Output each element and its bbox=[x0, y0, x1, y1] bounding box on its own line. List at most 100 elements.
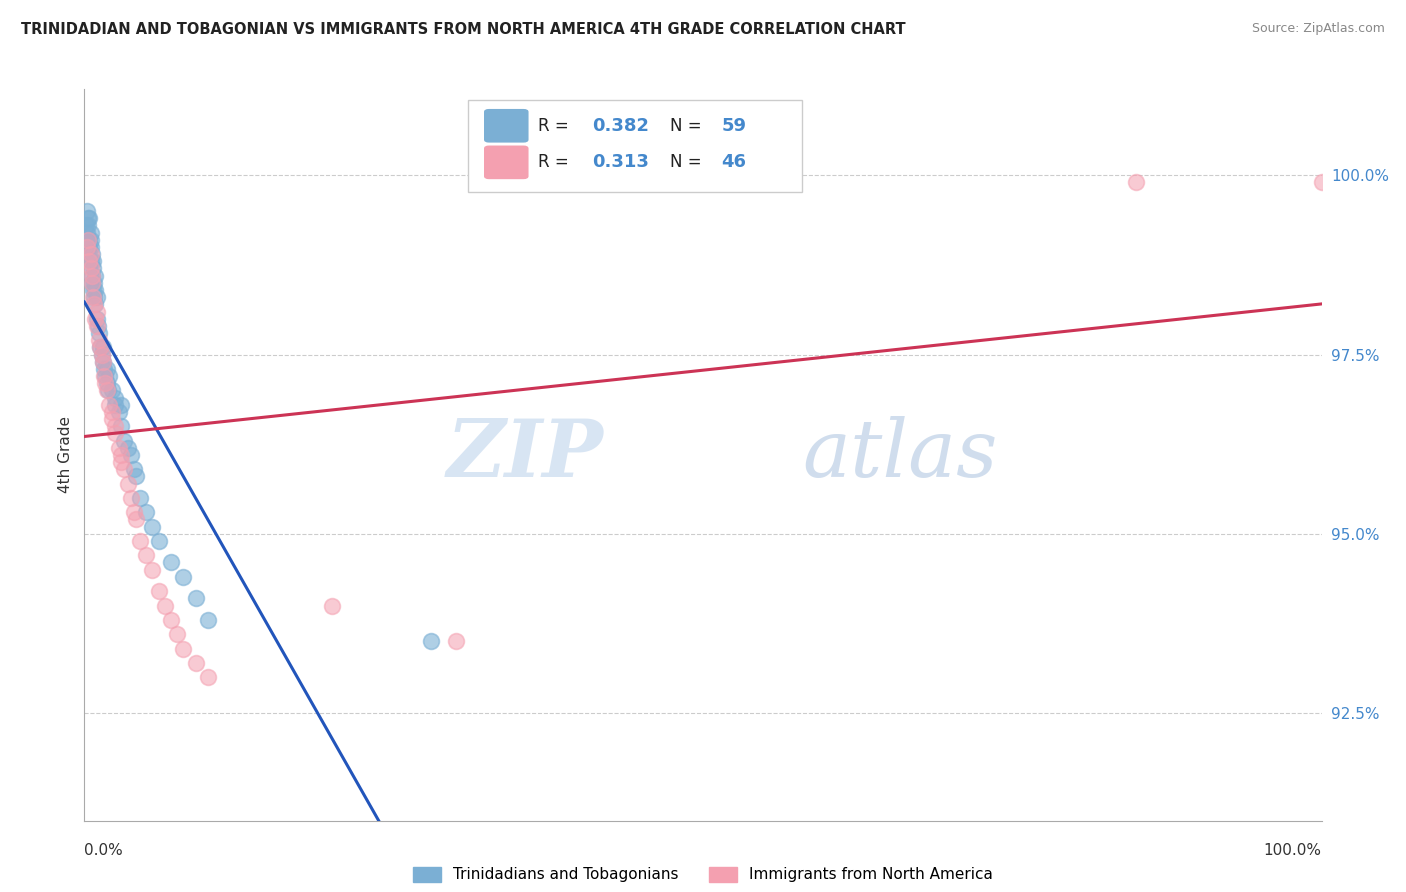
Point bbox=[117, 476, 139, 491]
Point bbox=[82, 290, 104, 304]
Point bbox=[160, 613, 183, 627]
Point bbox=[1125, 176, 1147, 190]
Point bbox=[172, 570, 194, 584]
Point bbox=[79, 247, 101, 261]
Point bbox=[82, 283, 104, 297]
Text: ZIP: ZIP bbox=[447, 417, 605, 493]
Point bbox=[98, 398, 121, 412]
Point bbox=[80, 276, 103, 290]
FancyBboxPatch shape bbox=[484, 145, 529, 179]
Point bbox=[79, 254, 101, 268]
Point bbox=[91, 340, 114, 354]
Text: 100.0%: 100.0% bbox=[1264, 843, 1322, 858]
Point bbox=[141, 519, 163, 533]
Text: TRINIDADIAN AND TOBAGONIAN VS IMMIGRANTS FROM NORTH AMERICA 4TH GRADE CORRELATIO: TRINIDADIAN AND TOBAGONIAN VS IMMIGRANTS… bbox=[21, 22, 905, 37]
Point bbox=[197, 670, 219, 684]
Text: 0.0%: 0.0% bbox=[84, 843, 124, 858]
Point bbox=[141, 563, 163, 577]
Point bbox=[83, 297, 105, 311]
Point bbox=[98, 369, 121, 384]
Point bbox=[90, 347, 112, 361]
Point bbox=[1310, 176, 1333, 190]
Point bbox=[93, 369, 115, 384]
Text: Source: ZipAtlas.com: Source: ZipAtlas.com bbox=[1251, 22, 1385, 36]
Point bbox=[135, 549, 157, 563]
Point bbox=[112, 434, 135, 448]
Point bbox=[76, 204, 98, 219]
Point bbox=[104, 391, 127, 405]
Point bbox=[84, 283, 107, 297]
Text: 46: 46 bbox=[721, 153, 747, 171]
Point bbox=[148, 584, 170, 599]
Point bbox=[76, 240, 98, 254]
Point bbox=[117, 441, 139, 455]
Point bbox=[129, 533, 152, 548]
Point bbox=[80, 276, 103, 290]
Point bbox=[89, 326, 111, 340]
Point bbox=[100, 405, 122, 419]
Point bbox=[80, 268, 103, 283]
Point bbox=[77, 233, 100, 247]
Point bbox=[86, 290, 108, 304]
FancyBboxPatch shape bbox=[468, 100, 801, 192]
Point bbox=[100, 412, 122, 426]
Point bbox=[80, 247, 103, 261]
Point bbox=[184, 591, 207, 606]
Point bbox=[97, 384, 120, 398]
Point bbox=[96, 384, 118, 398]
Point bbox=[104, 419, 127, 434]
Point bbox=[89, 333, 111, 347]
Point bbox=[197, 613, 219, 627]
Text: 0.382: 0.382 bbox=[592, 117, 648, 135]
Point bbox=[87, 318, 110, 333]
Point bbox=[86, 318, 108, 333]
Text: 0.313: 0.313 bbox=[592, 153, 648, 171]
Point bbox=[184, 656, 207, 670]
Point bbox=[110, 448, 132, 462]
Point bbox=[76, 226, 98, 240]
Point bbox=[108, 405, 131, 419]
Point bbox=[89, 340, 111, 354]
Point bbox=[86, 311, 108, 326]
Point bbox=[93, 362, 115, 376]
Point bbox=[110, 455, 132, 469]
Point bbox=[110, 398, 132, 412]
Point bbox=[120, 491, 142, 505]
Point bbox=[112, 462, 135, 476]
Point bbox=[172, 641, 194, 656]
Point bbox=[79, 233, 101, 247]
Point bbox=[77, 211, 100, 226]
Point bbox=[90, 347, 112, 361]
Point bbox=[91, 354, 114, 368]
Point bbox=[110, 419, 132, 434]
FancyBboxPatch shape bbox=[484, 109, 529, 143]
Point bbox=[79, 261, 101, 276]
Point bbox=[104, 398, 127, 412]
Point bbox=[148, 533, 170, 548]
Point bbox=[419, 634, 441, 648]
Point bbox=[75, 233, 97, 247]
Point bbox=[321, 599, 343, 613]
Text: atlas: atlas bbox=[801, 417, 997, 493]
Point bbox=[96, 362, 118, 376]
Point bbox=[83, 276, 105, 290]
Point bbox=[120, 448, 142, 462]
Point bbox=[166, 627, 188, 641]
Point bbox=[86, 304, 108, 318]
Y-axis label: 4th Grade: 4th Grade bbox=[58, 417, 73, 493]
Point bbox=[75, 219, 97, 233]
Text: R =: R = bbox=[538, 117, 569, 135]
Text: 59: 59 bbox=[721, 117, 747, 135]
Point bbox=[84, 311, 107, 326]
Point bbox=[153, 599, 176, 613]
Point bbox=[91, 354, 114, 368]
Point bbox=[125, 512, 148, 526]
Point bbox=[122, 462, 145, 476]
Point bbox=[94, 369, 117, 384]
Point bbox=[79, 240, 101, 254]
Point bbox=[79, 240, 101, 254]
Point bbox=[129, 491, 152, 505]
Point bbox=[160, 556, 183, 570]
Text: N =: N = bbox=[669, 117, 702, 135]
Point bbox=[125, 469, 148, 483]
